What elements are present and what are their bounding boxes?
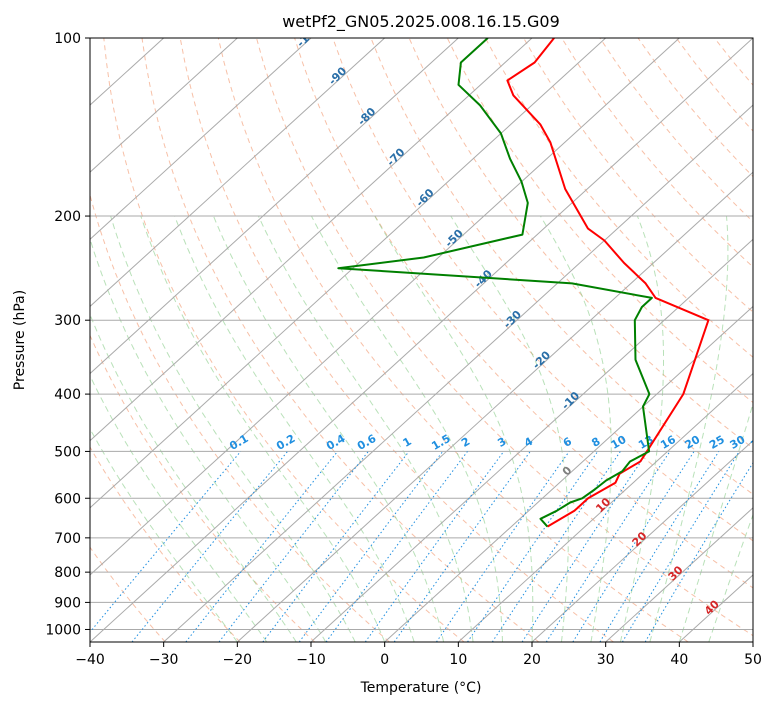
plot-frame	[89, 37, 754, 643]
moist-adiabat	[539, 215, 612, 642]
dry-adiabat	[408, 38, 753, 449]
dry-adiabat	[90, 193, 390, 642]
mixing-ratio-line	[185, 451, 338, 642]
y-axis: 100 200 300 400 500 600 700 800 900 1000	[45, 31, 90, 638]
isotherm	[90, 38, 753, 642]
moist-adiabat	[90, 427, 238, 642]
isotherm	[90, 38, 533, 442]
dry-adiabat	[90, 546, 166, 642]
dry-adiabat	[446, 38, 753, 404]
mixing-ratio-line	[262, 451, 410, 642]
y-tick-label: 300	[54, 313, 81, 329]
isotherm	[90, 38, 680, 576]
y-tick-label: 600	[54, 491, 81, 507]
mixing-ratio-line	[572, 451, 695, 642]
y-tick-label: 100	[54, 31, 81, 47]
mixing-ratio-line	[545, 451, 671, 642]
mixing-ratio-line	[131, 451, 288, 642]
y-tick-label: 900	[54, 595, 81, 611]
y-tick-label: 500	[54, 444, 81, 460]
y-tick-label: 400	[54, 387, 81, 403]
x-axis: −40 −30 −20 −10 0 10 20 30 40 50	[75, 642, 762, 668]
x-axis-title: Temperature (°C)	[360, 680, 482, 696]
moist-adiabat	[90, 237, 327, 642]
isotherm	[605, 507, 753, 642]
x-tick-label: −30	[149, 652, 179, 668]
isotherm	[163, 104, 753, 642]
x-tick-label: 30	[597, 652, 615, 668]
mixing-ratio-line	[491, 451, 621, 642]
moist-adiabat	[90, 313, 297, 642]
mixing-ratio-lines	[90, 451, 753, 642]
y-tick-label: 700	[54, 531, 81, 547]
mixing-ratio-line	[621, 451, 740, 642]
dry-adiabat	[141, 38, 540, 642]
x-tick-label: 0	[380, 652, 389, 668]
chart-title: wetPf2_GN05.2025.008.16.15.G09	[282, 12, 560, 32]
mixing-ratio-label: 36	[748, 433, 768, 452]
dry-adiabats	[90, 38, 753, 642]
dry-adiabat	[256, 38, 753, 637]
moist-adiabat	[213, 215, 445, 642]
temperature-profile-line	[506, 38, 710, 528]
isotherm	[531, 439, 753, 642]
x-tick-label: 40	[670, 652, 688, 668]
moist-adiabat	[619, 215, 664, 642]
isotherm-label: -100	[294, 21, 323, 50]
dry-adiabat	[103, 38, 465, 642]
mixing-ratio-line	[435, 451, 570, 642]
y-axis-title: Pressure (hPa)	[12, 290, 28, 390]
moist-adiabat	[450, 215, 569, 642]
dewpoint-profile-line	[337, 38, 653, 528]
moist-adiabat	[90, 374, 268, 642]
dry-adiabat	[370, 38, 753, 495]
isotherm	[384, 305, 753, 642]
x-tick-label: −20	[223, 652, 253, 668]
mixing-ratio-line	[298, 451, 444, 642]
mixing-ratio-line	[393, 451, 531, 642]
isotherm	[90, 38, 386, 308]
y-tick-label: 800	[54, 565, 81, 581]
plot-area: 0.1 0.2 0.4 0.6 1 1.5 2 3 4 6 8 10 13 16 20 25 30 36-100-…	[90, 21, 768, 642]
isotherm	[90, 38, 607, 509]
isotherm	[90, 38, 459, 375]
mixing-ratio-line	[90, 451, 242, 633]
y-tick-label: 1000	[45, 622, 81, 638]
moist-adiabat	[140, 215, 386, 642]
dry-adiabat	[90, 334, 316, 642]
isotherm	[457, 372, 753, 642]
dry-adiabat	[752, 38, 753, 40]
isotherm	[310, 238, 753, 642]
isotherm	[90, 38, 238, 173]
isotherm	[236, 171, 753, 642]
mixing-ratio-line	[364, 451, 505, 642]
isotherms	[90, 38, 753, 642]
y-tick-label: 200	[54, 209, 81, 225]
moist-adiabat	[257, 215, 474, 642]
mixing-ratio-line	[325, 451, 468, 642]
mixing-ratio-line	[599, 451, 720, 642]
isotherm	[90, 38, 312, 241]
moist-adiabats	[90, 215, 753, 642]
x-tick-label: 20	[523, 652, 541, 668]
mixing-ratio-line	[521, 451, 649, 642]
x-tick-label: −40	[75, 652, 105, 668]
isotherm	[752, 641, 753, 642]
dry-adiabat	[90, 446, 241, 642]
x-tick-label: 50	[744, 652, 762, 668]
moist-adiabat	[310, 215, 503, 642]
dry-adiabat	[217, 38, 689, 642]
x-tick-label: 10	[449, 652, 467, 668]
moist-adiabat	[374, 215, 534, 642]
x-tick-label: −10	[296, 652, 326, 668]
mixing-ratio-line	[467, 451, 599, 642]
sounding-series	[337, 38, 710, 528]
moist-adiabat	[110, 215, 356, 642]
